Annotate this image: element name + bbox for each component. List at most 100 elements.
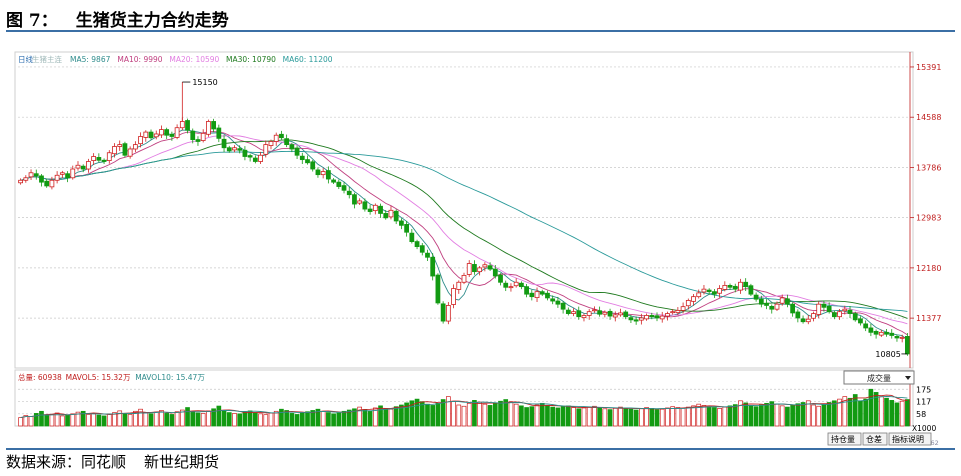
volume-bar: [534, 404, 540, 427]
candle-body: [206, 121, 211, 135]
volume-bar: [190, 410, 196, 427]
volume-bar: [717, 408, 722, 427]
volume-bar: [112, 412, 117, 427]
volume-bar: [86, 414, 91, 427]
volume-bar: [331, 413, 336, 427]
candle-body: [597, 310, 603, 315]
volume-bar: [185, 407, 190, 427]
volume-bar: [393, 406, 399, 427]
candle-body: [325, 170, 331, 180]
volume-bar: [404, 402, 409, 427]
volume-bar: [659, 408, 665, 427]
volume-bar: [811, 404, 816, 427]
volume-bar: [508, 401, 514, 427]
volume-bar: [774, 403, 780, 427]
volume-bar: [23, 415, 29, 427]
bottom-button-frame: [827, 432, 862, 446]
volume-bar: [414, 398, 420, 427]
candle-body: [649, 315, 655, 318]
volume-bar: [409, 400, 415, 427]
volume-bar: [399, 404, 404, 427]
ma-legend-item: MA60: 11200: [283, 55, 333, 64]
candle-body: [905, 335, 910, 355]
candle-body: [258, 154, 263, 162]
candle-body: [445, 305, 451, 322]
volume-bar: [148, 413, 154, 427]
volume-bar: [685, 406, 691, 427]
candle-body: [513, 281, 519, 287]
volume-bar: [440, 399, 446, 427]
volume-bar: [675, 407, 681, 427]
candle-body: [743, 281, 749, 288]
candle-body: [477, 267, 483, 273]
volume-bar: [383, 408, 389, 427]
bottom-button-3[interactable]: 指标说明: [888, 432, 932, 446]
volume-bar: [581, 407, 587, 427]
candle-body: [894, 335, 900, 339]
candle-body: [179, 121, 185, 129]
candle-body: [122, 143, 128, 156]
volume-bar: [816, 405, 822, 427]
candle-body: [899, 336, 905, 339]
indicator-dropdown[interactable]: 成交量: [843, 370, 915, 385]
volume-bar: [96, 414, 102, 427]
source-note: 数据来源：同花顺 新世纪期货: [6, 451, 219, 472]
candle-body: [800, 318, 806, 323]
volume-bar: [263, 414, 269, 427]
candle-body: [753, 294, 759, 300]
candle-body: [717, 288, 722, 294]
bottom-button-2[interactable]: 仓差: [862, 432, 888, 446]
candle-body: [372, 204, 378, 212]
volume-bar: [592, 405, 597, 427]
candle-body: [665, 313, 670, 317]
volume-bar: [826, 402, 832, 427]
volume-bar: [545, 405, 550, 427]
volume-bar: [226, 412, 232, 427]
candle-body: [878, 331, 884, 336]
candle-body: [576, 310, 582, 318]
candle-body: [211, 121, 216, 130]
candle-body: [367, 208, 373, 212]
volume-bar: [701, 405, 707, 427]
candle-body: [435, 274, 441, 304]
volume-bar: [529, 406, 535, 427]
candle-body: [868, 327, 874, 333]
candle-body: [346, 190, 352, 196]
candle-body: [774, 303, 780, 310]
volume-bar: [649, 408, 655, 427]
volume-bar: [388, 408, 394, 427]
volume-bar: [633, 409, 639, 427]
bottom-button-1[interactable]: 持仓量: [827, 432, 862, 446]
candle-body: [795, 311, 801, 319]
candle-body: [393, 210, 399, 222]
volume-bar: [138, 408, 143, 427]
volume-bar: [253, 412, 258, 427]
volume-bar: [555, 407, 561, 427]
volume-legend-item: MAVOL5: 15.32万: [66, 373, 131, 382]
volume-bar: [456, 404, 462, 427]
volume-bar: [33, 413, 39, 427]
volume-bar: [336, 412, 342, 427]
candle-body: [628, 317, 634, 321]
bottom-button-frame: [862, 432, 888, 446]
candle-body: [279, 133, 284, 139]
candle-body: [565, 309, 571, 314]
volume-bar: [748, 405, 754, 427]
indicator-dropdown-label: 成交量: [867, 373, 891, 383]
candle-body: [837, 311, 842, 318]
candle-body: [430, 256, 436, 277]
volume-bar: [362, 409, 368, 427]
candle-body: [498, 274, 503, 283]
candle-body: [659, 315, 665, 320]
volume-legend-item: 总量: 60938: [18, 372, 62, 382]
volume-bar: [153, 411, 159, 427]
volume-bar: [310, 410, 316, 427]
candle-body: [106, 152, 112, 161]
ma-legend-item: MA20: 10590: [169, 55, 219, 64]
volume-bar: [519, 405, 524, 427]
candle-body: [691, 296, 696, 302]
candle-body: [23, 177, 29, 181]
candle-body: [826, 305, 832, 313]
volume-bar: [832, 400, 837, 427]
candle-body: [237, 148, 243, 151]
